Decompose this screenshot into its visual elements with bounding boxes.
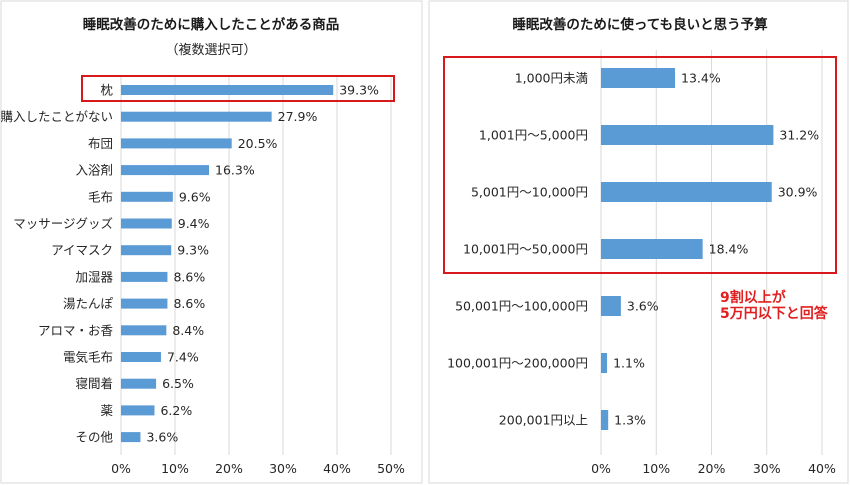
x-tick-label: 20%: [215, 461, 243, 476]
bar: [121, 191, 173, 202]
bar: [121, 405, 155, 416]
x-tick-label: 10%: [642, 461, 670, 476]
highlight-box: [443, 56, 837, 274]
category-label: 入浴剤: [75, 163, 113, 178]
bar: [121, 165, 210, 176]
x-tick-label: 30%: [269, 461, 297, 476]
data-label: 27.9%: [278, 109, 318, 124]
category-label: 薬: [100, 403, 113, 418]
category-label: マッサージグッズ: [13, 216, 113, 231]
category-label: 加湿器: [75, 269, 113, 284]
category-label: 1,000円未満: [515, 71, 588, 86]
left-chart: 0% 10% 20% 30% 40% 50% 枕 39.3% 購入したことがない 27.9% 布団 2…: [0, 75, 405, 476]
annotation-line-1: 9割以上が: [720, 289, 787, 306]
category-label: 5,001円～10,000円: [471, 185, 588, 200]
bar: [601, 296, 621, 316]
data-label: 1.1%: [613, 356, 645, 371]
x-tick-label: 20%: [698, 461, 726, 476]
data-label: 3.6%: [146, 430, 178, 445]
category-label: 100,001円～200,000円: [447, 356, 588, 371]
data-label: 3.6%: [627, 299, 659, 314]
data-label: 9.4%: [178, 216, 210, 231]
category-label: 湯たんぽ: [63, 296, 114, 311]
left-chart-title: 睡眠改善のために購入したことがある商品: [83, 16, 340, 33]
x-tick-label: 40%: [808, 461, 836, 476]
x-tick-label: 30%: [753, 461, 781, 476]
category-label: アロマ・お香: [38, 323, 114, 338]
data-label: 13.4%: [681, 71, 721, 86]
category-label: 寝間着: [75, 376, 113, 391]
data-label: 8.6%: [173, 296, 205, 311]
left-chart-frame: [0, 0, 423, 484]
category-label: 布団: [88, 136, 113, 151]
data-label: 30.9%: [778, 185, 818, 200]
category-label: 電気毛布: [63, 350, 113, 365]
highlight-box: [81, 75, 395, 102]
x-tick-label: 10%: [161, 461, 189, 476]
data-label: 9.6%: [179, 189, 211, 204]
data-label: 8.6%: [173, 269, 205, 284]
bar: [601, 353, 608, 373]
bar: [601, 125, 774, 145]
x-tick-label: 40%: [323, 461, 351, 476]
left-chart-subtitle: （複数選択可）: [165, 42, 256, 58]
data-label: 18.4%: [709, 242, 749, 257]
bar: [121, 325, 167, 336]
data-label: 6.2%: [160, 403, 192, 418]
category-label: 10,001円～50,000円: [463, 242, 588, 257]
bar: [601, 239, 703, 259]
category-label: 枕: [100, 83, 113, 98]
bar: [121, 138, 232, 149]
category-label: 50,001円～100,000円: [455, 299, 588, 314]
bar: [121, 245, 172, 256]
data-label: 16.3%: [215, 163, 255, 178]
category-label: 毛布: [88, 189, 113, 204]
x-tick-label: 0%: [591, 461, 611, 476]
bar: [121, 85, 334, 95]
bar: [121, 218, 172, 229]
data-label: 8.4%: [172, 323, 204, 338]
category-label: 1,001円～5,000円: [479, 128, 588, 143]
bar: [601, 182, 772, 202]
annotation-line-2: 5万円以下と回答: [720, 305, 829, 322]
bar: [121, 378, 157, 389]
bar: [121, 271, 168, 282]
category-label: アイマスク: [51, 243, 113, 258]
bar: [601, 410, 609, 430]
data-label: 9.3%: [177, 243, 209, 258]
category-label: その他: [75, 430, 113, 445]
data-label: 6.5%: [162, 376, 194, 391]
data-label: 20.5%: [238, 136, 278, 151]
bar: [121, 298, 168, 309]
right-chart-title: 睡眠改善のために使っても良いと思う予算: [512, 16, 768, 33]
data-label: 39.3%: [339, 83, 379, 98]
category-label: 購入したことがない: [0, 109, 113, 124]
x-tick-label: 50%: [377, 461, 405, 476]
bar: [121, 111, 272, 122]
bar: [121, 432, 141, 443]
x-tick-label: 0%: [111, 461, 131, 476]
data-label: 1.3%: [614, 413, 646, 428]
data-label: 7.4%: [167, 350, 199, 365]
bar: [121, 352, 161, 362]
right-chart: 0% 10% 20% 30% 40% 1,000円未満 13.4% 1,001円～5,000円…: [443, 50, 837, 476]
category-label: 200,001円以上: [499, 413, 588, 428]
bar: [601, 68, 676, 88]
data-label: 31.2%: [779, 128, 819, 143]
